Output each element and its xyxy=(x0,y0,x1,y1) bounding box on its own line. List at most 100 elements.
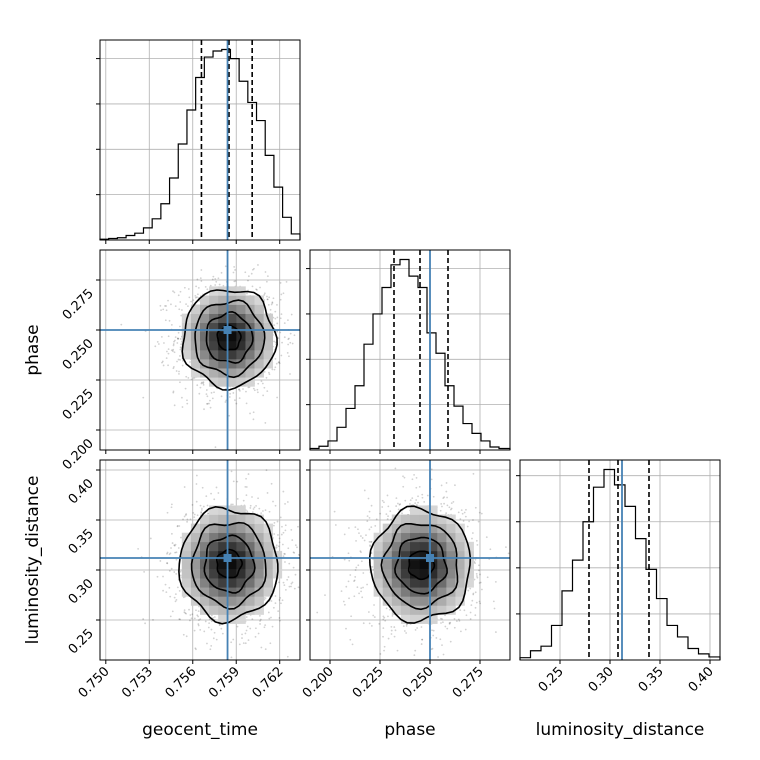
density-region xyxy=(120,264,296,449)
sample-point xyxy=(334,524,337,526)
sample-point xyxy=(172,343,175,345)
sample-point xyxy=(206,402,208,405)
sample-point xyxy=(224,401,227,403)
sample-point xyxy=(280,533,283,536)
sample-point xyxy=(379,512,382,515)
sample-point xyxy=(197,610,200,613)
density-cell xyxy=(236,560,246,570)
sample-point xyxy=(194,294,197,297)
density-cell xyxy=(200,541,210,552)
sample-point xyxy=(266,298,269,301)
sample-point xyxy=(204,620,207,623)
density-cell xyxy=(200,340,210,351)
density-cell xyxy=(410,514,420,524)
sample-point xyxy=(470,604,473,607)
sample-point xyxy=(249,627,252,630)
sample-point xyxy=(441,618,443,620)
sample-point xyxy=(185,375,188,378)
sample-point xyxy=(414,629,417,631)
sample-point xyxy=(276,304,278,306)
sample-point xyxy=(481,588,483,591)
sample-point xyxy=(448,506,451,509)
sample-point xyxy=(173,596,176,599)
contour-line xyxy=(394,536,448,595)
panel-frame xyxy=(99,249,301,451)
density-cell xyxy=(245,368,255,378)
density-cell xyxy=(428,541,438,552)
sample-point xyxy=(280,602,282,605)
sample-point xyxy=(397,508,400,511)
density-cell xyxy=(236,514,246,524)
density-cell xyxy=(437,596,447,606)
density-cell xyxy=(437,550,447,561)
sample-point xyxy=(170,547,172,549)
sample-point xyxy=(258,614,261,617)
density-cell xyxy=(437,541,447,552)
sample-point xyxy=(170,323,173,326)
contour-line xyxy=(380,523,459,611)
sample-point xyxy=(200,269,203,271)
xlabel-geocent-time: geocent_time xyxy=(142,720,258,740)
sample-point xyxy=(283,584,286,587)
density-cell xyxy=(209,505,219,515)
sample-point xyxy=(249,507,252,509)
sample-point xyxy=(195,609,197,612)
density-cell xyxy=(410,614,420,624)
sample-point xyxy=(474,606,477,609)
density-cell xyxy=(410,569,420,579)
sample-point xyxy=(453,626,456,629)
sample-point xyxy=(288,585,291,588)
density-cell xyxy=(218,523,228,534)
density-cell xyxy=(190,587,201,597)
sample-point xyxy=(263,292,266,295)
sample-point xyxy=(171,350,174,353)
sample-point xyxy=(357,564,360,567)
sample-point xyxy=(465,614,468,617)
sample-point xyxy=(175,370,178,372)
sample-point xyxy=(276,520,279,523)
contour-line xyxy=(216,324,242,351)
sample-point xyxy=(381,499,384,502)
sample-point xyxy=(201,381,203,384)
sample-point xyxy=(268,296,271,299)
sample-point xyxy=(402,485,405,488)
sample-point xyxy=(288,337,290,340)
density-cell xyxy=(181,578,192,588)
sample-point xyxy=(197,286,200,289)
sample-point xyxy=(387,515,389,518)
sample-point xyxy=(474,558,477,561)
density-cell xyxy=(236,541,246,552)
sample-point xyxy=(385,607,388,610)
sample-point xyxy=(289,341,292,344)
sample-point xyxy=(164,583,167,586)
sample-point xyxy=(220,627,223,630)
sample-point xyxy=(368,540,371,543)
density-cell xyxy=(181,550,192,561)
sample-point xyxy=(183,515,186,518)
sample-point xyxy=(174,551,177,554)
sample-point xyxy=(276,396,279,399)
sample-point xyxy=(178,370,180,373)
sample-point xyxy=(206,288,209,291)
density-cell xyxy=(236,340,246,351)
sample-point xyxy=(242,642,245,645)
density-cell xyxy=(190,313,201,324)
sample-point xyxy=(253,267,255,270)
density-cell xyxy=(263,350,274,360)
sample-point xyxy=(159,560,162,562)
density-cell xyxy=(236,605,246,615)
sample-point xyxy=(195,500,198,503)
density-cell xyxy=(200,313,210,324)
sample-point xyxy=(173,365,175,368)
sample-point xyxy=(473,578,476,581)
sample-point xyxy=(368,528,371,531)
xlabel-phase: phase xyxy=(384,720,435,740)
density-cell xyxy=(410,523,420,534)
sample-point xyxy=(292,551,295,554)
sample-point xyxy=(347,552,350,555)
sample-point xyxy=(370,526,373,529)
sample-point xyxy=(274,547,277,550)
density-cell xyxy=(254,587,264,597)
density-cell xyxy=(245,605,255,615)
sample-point xyxy=(120,323,123,326)
